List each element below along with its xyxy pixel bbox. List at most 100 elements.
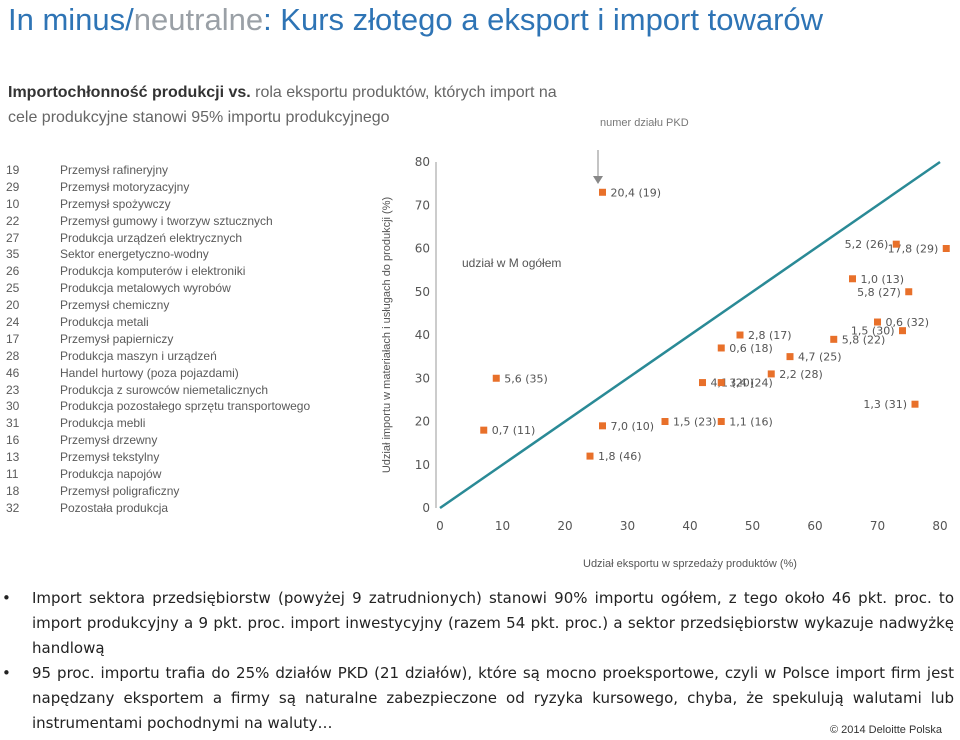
data-label: 0,6 (18) [729,342,773,355]
subtitle-rest: rola eksportu produktów, których import … [8,84,557,126]
data-label: 0,7 (11) [492,424,536,437]
legend-code: 22 [6,213,20,228]
data-point [849,275,856,283]
legend-code: 27 [6,230,20,245]
data-label: 1,3 (31) [863,398,907,411]
legend-label: Produkcja mebli [60,416,146,431]
x-axis-label: Udział eksportu w sprzedaży produktów (%… [583,558,797,570]
data-point [480,426,488,434]
data-point [892,240,900,248]
data-label: 5,8 (22) [842,333,886,346]
legend-item: 32 Pozostała produkcja [6,500,336,517]
legend-code: 13 [6,450,20,465]
bullet-dot: • [2,664,11,682]
legend-code: 28 [6,348,20,363]
legend-label: Przemysł spożywczy [60,196,171,211]
data-label: 0,6 (32) [886,316,930,329]
legend-code: 19 [6,163,20,177]
legend-item: 35 Sektor energetyczno-wodny [6,246,336,263]
y-axis-label: Udział importu w materiałach i usługach … [381,197,393,473]
legend-code: 26 [6,264,20,279]
legend-code: 30 [6,399,20,414]
legend-label: Produkcja urządzeń elektrycznych [60,230,243,245]
data-point [586,452,594,460]
legend-label: Sektor energetyczno-wodny [60,247,209,262]
legend-code: 25 [6,281,20,296]
legend-code: 46 [6,365,20,380]
legend-item: 26 Produkcja komputerów i elektroniki [6,263,336,280]
data-label: 4,7 (25) [798,351,842,364]
legend-code: 35 [6,247,20,262]
legend-label: Produkcja metalowych wyrobów [60,281,231,296]
data-label: 17,8 (29) [888,243,939,256]
data-point [911,400,919,408]
data-point [492,374,500,382]
data-point [736,331,744,339]
data-point [899,327,906,335]
legend-item: 18 Przemysł poligraficzny [6,483,336,500]
y-tick-label: 50 [415,285,430,299]
data-label: 20,4 (19) [611,186,662,199]
title-part-3: : Kurs złotego a eksport i import towaró… [263,2,824,37]
legend-label: Przemysł gumowy i tworzyw sztucznych [60,213,273,228]
bullet-text-1: Import sektora przedsiębiorstw (powyżej … [32,589,954,657]
data-label: 1,0 (13) [861,273,905,286]
legend-item: 31 Produkcja mebli [6,415,336,432]
legend-item: 28 Produkcja maszyn i urządzeń [6,348,336,365]
legend-label: Przemysł rafineryjny [60,163,169,177]
legend-label: Produkcja napojów [60,467,162,482]
pkd-annotation: numer działu PKD [600,117,689,129]
legend-label: Produkcja z surowców niemetalicznych [60,382,269,397]
data-point [942,245,950,252]
x-tick-label: 60 [807,519,822,533]
legend-label: Przemysł papierniczy [60,331,174,346]
legend-label: Przemysł chemiczny [60,298,170,313]
legend-code: 24 [6,315,20,330]
legend-code: 11 [6,467,19,482]
legend-item: 10 Przemysł spożywczy [6,196,336,213]
bullet-item-2: • 95 proc. importu trafia do 25% działów … [0,661,960,736]
legend-label: Produkcja maszyn i urządzeń [60,348,217,363]
copyright-footer: © 2014 Deloitte Polska [829,724,942,736]
legend-label: Produkcja komputerów i elektroniki [60,264,246,279]
legend-item: 29 Przemysł motoryzacyjny [6,179,336,196]
data-point [717,344,725,352]
legend-label: Handel hurtowy (poza pojazdami) [60,365,239,380]
data-point [717,379,725,387]
data-point [874,318,881,326]
legend-item: 22 Przemysł gumowy i tworzyw sztucznych [6,213,336,230]
legend-code: 16 [6,433,20,448]
legend-label: Przemysł motoryzacyjny [60,179,190,194]
legend-item: 17 Przemysł papierniczy [6,331,336,348]
legend-label: Przemysł poligraficzny [60,483,180,498]
legend-code: 23 [6,382,20,397]
x-tick-label: 80 [932,519,947,533]
bullet-list: • Import sektora przedsiębiorstw (powyżej… [0,586,960,736]
data-point [717,418,725,425]
title-part-1: In minus [8,2,126,37]
legend-code: 29 [6,179,20,194]
data-point [767,370,775,378]
data-label: 1,5 (23) [673,416,717,429]
x-tick-label: 20 [557,519,572,533]
page-title: In minus/neutralne: Kurs złotego a ekspo… [8,2,823,38]
data-point [699,379,706,387]
legend-label: Przemysł tekstylny [60,450,160,465]
legend-label: Produkcja metali [60,315,149,330]
legend-item: 20 Przemysł chemiczny [6,297,336,314]
data-label: 1,1 (16) [729,416,773,429]
y-tick-label: 40 [415,328,430,342]
legend-label: Przemysł drzewny [60,433,158,448]
y-tick-label: 30 [415,371,430,385]
data-point [830,335,838,343]
sector-legend: 19 Przemysł rafineryjny 29 Przemysł motoryz… [6,162,336,517]
x-tick-label: 0 [436,519,444,533]
legend-code: 32 [6,500,20,515]
y-tick-label: 0 [422,501,430,515]
title-separator: / [125,2,134,37]
legend-item: 27 Produkcja urządzeń elektrycznych [6,230,336,247]
data-point [599,188,606,196]
y-tick-label: 80 [415,155,430,169]
x-tick-label: 70 [870,519,885,533]
legend-item: 23 Produkcja z surowców niemetalicznych [6,382,336,399]
